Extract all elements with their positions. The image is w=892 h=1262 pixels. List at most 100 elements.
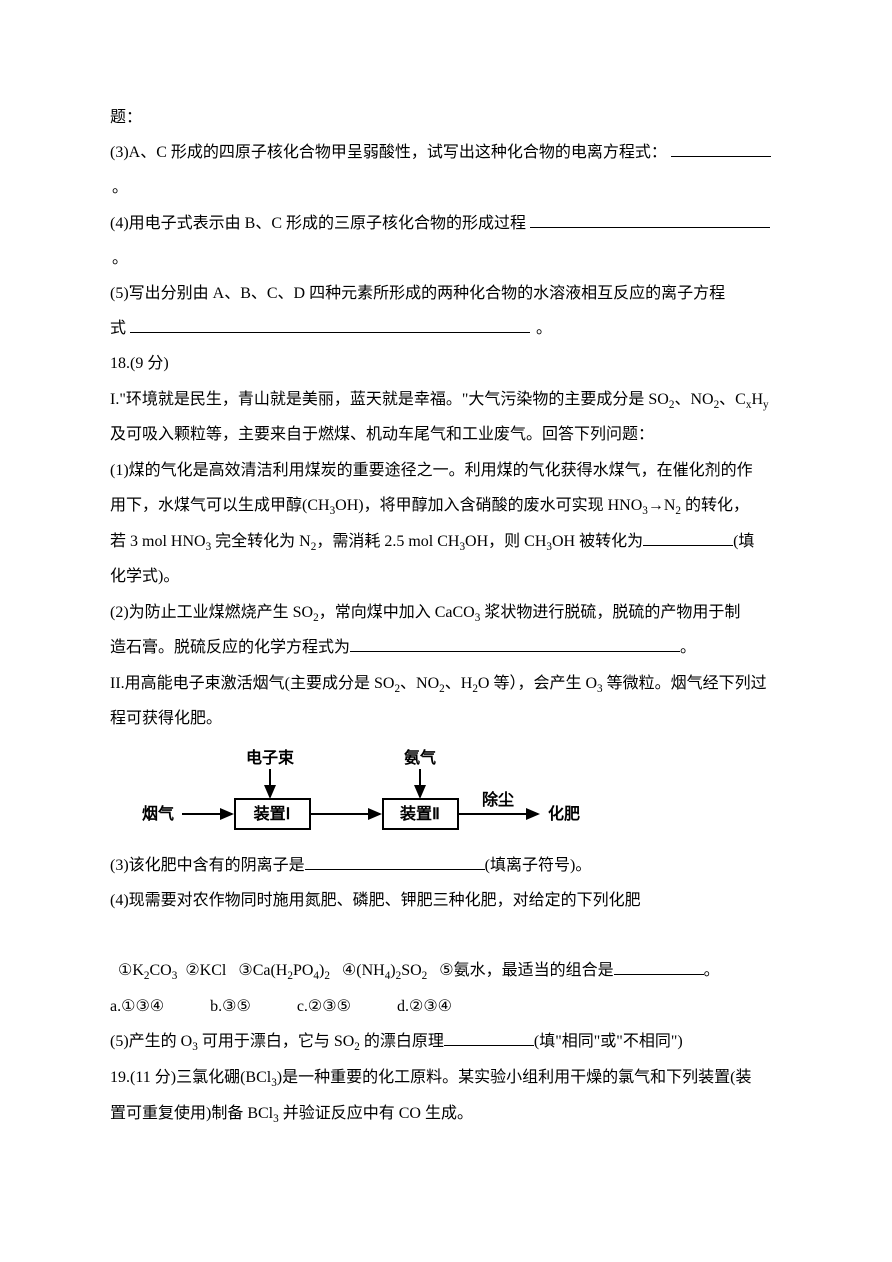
q18-II-l2: 程可获得化肥。 [110,701,782,736]
t: →N [648,497,676,514]
t: SO [401,962,421,979]
q18-3-blank[interactable] [305,852,485,870]
t: OH 被转化为 [552,533,643,550]
question-3: (3)A、C 形成的四原子核化合物甲呈弱酸性，试写出这种化合物的电离方程式： 。 [110,135,782,205]
q4-text: (4)用电子式表示由 B、C 形成的三原子核化合物的形成过程 [110,215,526,232]
question-18-header: 18.(9 分) [110,346,782,381]
t: ⑤氨水，最适当的组合是 [427,962,613,979]
t: (填离子符号)。 [485,857,592,874]
q3-suffix: 。 [112,179,128,196]
t: 化学式)。 [110,568,179,585]
t: O 等），会产生 O [478,675,597,692]
t: 浆状物进行脱硫，脱硫的产物用于制 [480,604,740,621]
q18-header: 18.(9 分) [110,355,169,372]
t: 及可吸入颗粒等，主要来自于燃煤、机动车尾气和工业废气。回答下列问题： [110,426,654,443]
q18-5-blank[interactable] [444,1029,534,1047]
q18-I-intro-2: 及可吸入颗粒等，主要来自于燃煤、机动车尾气和工业废气。回答下列问题： [110,417,782,452]
q5-text2: 式 [110,320,126,337]
q5-blank[interactable] [130,316,530,334]
option-a[interactable]: a.①③④ [110,998,164,1015]
sub: y [763,399,769,411]
option-b[interactable]: b.③⑤ [210,998,251,1015]
t: 。 [704,962,720,979]
q3-text: (3)A、C 形成的四原子核化合物甲呈弱酸性，试写出这种化合物的电离方程式： [110,144,667,161]
t: 完全转化为 N [211,533,311,550]
q18-4-opts: ①K2CO3 ②KCl ③Ca(H2PO4)2 ④(NH4)2SO2 ⑤氨水，最… [110,918,782,989]
option-c[interactable]: c.②③⑤ [297,998,351,1015]
q18-1-l2: 用下，水煤气可以生成甲醇(CH3OH)，将甲醇加入含硝酸的废水可实现 HNO3→… [110,488,782,524]
q18-4-answers: a.①③④ b.③⑤ c.②③⑤ d.②③④ [110,989,782,1024]
t: CO [150,962,172,979]
diagram-electron-label: 电子束 [246,748,295,767]
q18-5: (5)产生的 O3 可用于漂白，它与 SO2 的漂白原理(填"相同"或"不相同"… [110,1024,782,1060]
q18-2-blank[interactable] [350,635,680,653]
t: (4)现需要对农作物同时施用氮肥、磷肥、钾肥三种化肥，对给定的下列化肥 [110,892,641,909]
orphan-line: 题： [110,100,782,135]
q18-4-l1: (4)现需要对农作物同时施用氮肥、磷肥、钾肥三种化肥，对给定的下列化肥 [110,883,782,918]
t: ②KCl ③Ca(H [177,962,287,979]
q18-II-l1: II.用高能电子束激活烟气(主要成分是 SO2、NO2、H2O 等），会产生 O… [110,666,782,702]
t: (3)该化肥中含有的阴离子是 [110,857,305,874]
t: 并验证反应中有 CO 生成。 [279,1105,473,1122]
q18-1-l1: (1)煤的气化是高效清洁利用煤炭的重要途径之一。利用煤的气化获得水煤气，在催化剂… [110,453,782,488]
q18-2-l1: (2)为防止工业煤燃烧产生 SO2，常向煤中加入 CaCO3 浆状物进行脱硫，脱… [110,595,782,631]
t: 、NO [674,391,713,408]
t: 的转化， [681,497,749,514]
t: 、C [719,391,746,408]
t: 置可重复使用)制备 BCl [110,1105,273,1122]
t: (2)为防止工业煤燃烧产生 SO [110,604,313,621]
t: 。 [680,639,696,656]
t: )是一种重要的化工原料。某实验小组利用干燥的氯气和下列装置(装 [277,1069,752,1086]
t: PO [293,962,313,979]
q18-1-blank[interactable] [643,528,733,546]
t: 造石膏。脱硫反应的化学方程式为 [110,639,350,656]
t: 等微粒。烟气经下列过 [603,675,767,692]
t: (填 [733,533,754,550]
t: (1)煤的气化是高效清洁利用煤炭的重要途径之一。利用煤的气化获得水煤气，在催化剂… [110,462,753,479]
t: OH)，将甲醇加入含硝酸的废水可实现 HNO [335,497,642,514]
q18-3: (3)该化肥中含有的阴离子是 (填离子符号)。 [110,848,782,883]
q18-1-l4: 化学式)。 [110,559,782,594]
t: 19.(11 分)三氯化硼(BCl [110,1069,271,1086]
t: ④(NH [330,962,385,979]
t: 若 3 mol HNO [110,533,206,550]
q18-I-intro-1: I."环境就是民生，青山就是美丽，蓝天就是幸福。"大气污染物的主要成分是 SO2… [110,382,782,418]
question-5-line2: 式 。 [110,311,782,346]
q4-suffix: 。 [112,250,128,267]
q18-4-blank[interactable] [614,958,704,976]
t: (5)产生的 O [110,1033,192,1050]
q19-l1: 19.(11 分)三氯化硼(BCl3)是一种重要的化工原料。某实验小组利用干燥的… [110,1060,782,1096]
t: 、NO [400,675,439,692]
t: 用下，水煤气可以生成甲醇(CH [110,497,330,514]
t: (填"相同"或"不相同") [534,1033,683,1050]
diagram-smoke-label: 烟气 [142,804,174,823]
text: 题： [110,109,142,126]
diagram-box1-label: 装置Ⅰ [253,804,291,823]
q4-blank[interactable] [530,210,770,228]
q5-suffix: 。 [536,320,552,337]
t: 的漂白原理 [360,1033,444,1050]
diagram-dust-label: 除尘 [482,790,514,809]
t: 可用于漂白，它与 SO [198,1033,354,1050]
t: ，常向煤中加入 CaCO [319,604,475,621]
question-5-line1: (5)写出分别由 A、B、C、D 四种元素所形成的两种化合物的水溶液相互反应的离… [110,276,782,311]
t: OH，则 CH [465,533,546,550]
q18-1-l3: 若 3 mol HNO3 完全转化为 N2，需消耗 2.5 mol CH3OH，… [110,524,782,560]
t: I."环境就是民生，青山就是美丽，蓝天就是幸福。"大气污染物的主要成分是 SO [110,391,669,408]
option-d[interactable]: d.②③④ [397,998,452,1015]
process-diagram: 电子束 氨气 烟气 装置Ⅰ 装置Ⅱ 除尘 化肥 [140,747,782,842]
t: 程可获得化肥。 [110,710,222,727]
diagram-box2-label: 装置Ⅱ [399,804,440,823]
q3-blank[interactable] [671,140,771,158]
q19-l2: 置可重复使用)制备 BCl3 并验证反应中有 CO 生成。 [110,1096,782,1132]
q5-text1: (5)写出分别由 A、B、C、D 四种元素所形成的两种化合物的水溶液相互反应的离… [110,285,725,302]
t: ①K [118,962,144,979]
t: H [751,391,763,408]
t: 、H [445,675,473,692]
t: II.用高能电子束激活烟气(主要成分是 SO [110,675,394,692]
diagram-fertilizer-label: 化肥 [548,804,580,823]
t: ，需消耗 2.5 mol CH [316,533,459,550]
question-4: (4)用电子式表示由 B、C 形成的三原子核化合物的形成过程 。 [110,206,782,276]
q18-2-l2: 造石膏。脱硫反应的化学方程式为 。 [110,630,782,665]
diagram-ammonia-label: 氨气 [404,748,436,767]
